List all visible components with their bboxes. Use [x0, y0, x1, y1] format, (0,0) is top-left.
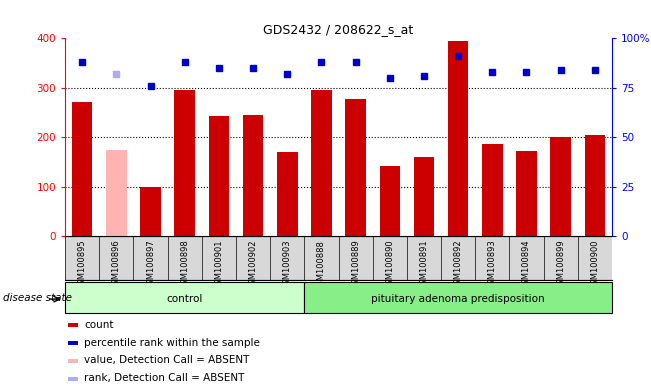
Text: rank, Detection Call = ABSENT: rank, Detection Call = ABSENT — [84, 374, 245, 384]
Text: GSM100899: GSM100899 — [556, 240, 565, 290]
Text: value, Detection Call = ABSENT: value, Detection Call = ABSENT — [84, 356, 249, 366]
Title: GDS2432 / 208622_s_at: GDS2432 / 208622_s_at — [264, 23, 413, 36]
Text: GSM100901: GSM100901 — [214, 240, 223, 290]
Bar — [380, 166, 400, 236]
Bar — [482, 144, 503, 236]
Text: GSM100892: GSM100892 — [454, 240, 463, 290]
Bar — [516, 151, 536, 236]
Text: GSM100888: GSM100888 — [317, 240, 326, 291]
Bar — [140, 187, 161, 236]
Bar — [68, 341, 77, 345]
Bar — [68, 359, 77, 363]
Bar — [68, 323, 77, 327]
Text: control: control — [167, 294, 203, 304]
Text: GSM100903: GSM100903 — [283, 240, 292, 290]
Bar — [106, 150, 126, 236]
Bar — [277, 152, 298, 236]
Text: pituitary adenoma predisposition: pituitary adenoma predisposition — [371, 294, 545, 304]
Bar — [174, 90, 195, 236]
Text: GSM100893: GSM100893 — [488, 240, 497, 290]
Bar — [585, 135, 605, 236]
Bar — [311, 90, 331, 236]
Text: GSM100898: GSM100898 — [180, 240, 189, 290]
Text: disease state: disease state — [3, 293, 72, 303]
Bar — [413, 157, 434, 236]
Bar — [243, 114, 263, 236]
Text: percentile rank within the sample: percentile rank within the sample — [84, 338, 260, 348]
Text: GSM100902: GSM100902 — [249, 240, 258, 290]
Text: GSM100896: GSM100896 — [112, 240, 121, 290]
Bar — [550, 137, 571, 236]
Bar — [345, 99, 366, 236]
Text: GSM100894: GSM100894 — [522, 240, 531, 290]
Bar — [448, 41, 468, 236]
Text: count: count — [84, 319, 114, 329]
Text: GSM100889: GSM100889 — [351, 240, 360, 290]
Bar — [65, 282, 304, 313]
Text: GSM100897: GSM100897 — [146, 240, 155, 290]
Text: GSM100895: GSM100895 — [77, 240, 87, 290]
Bar — [304, 282, 612, 313]
Bar — [72, 102, 92, 236]
Bar — [68, 377, 77, 381]
Text: GSM100900: GSM100900 — [590, 240, 600, 290]
Bar — [208, 116, 229, 236]
Text: GSM100891: GSM100891 — [419, 240, 428, 290]
Text: GSM100890: GSM100890 — [385, 240, 395, 290]
